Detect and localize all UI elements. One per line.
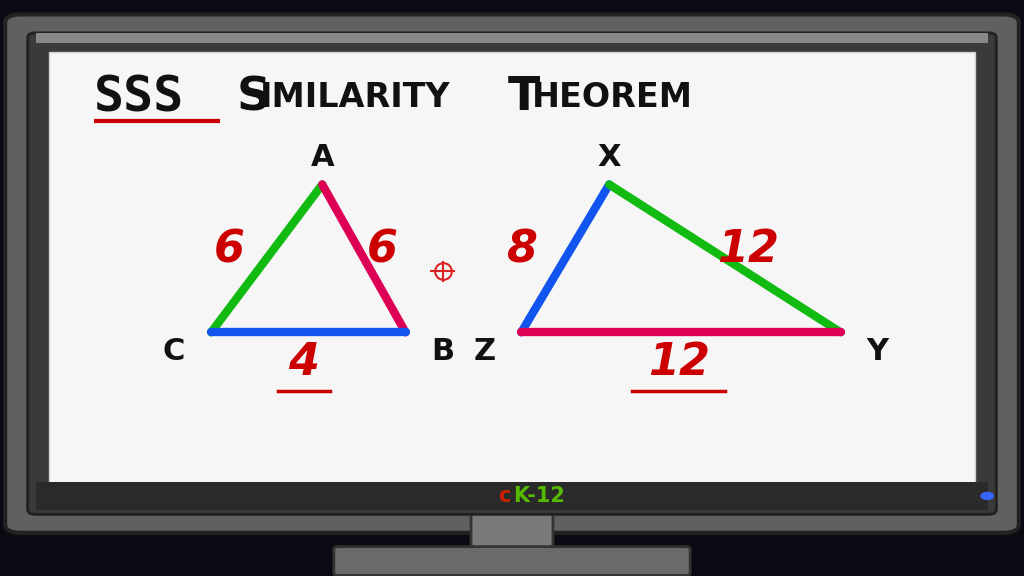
Text: 6: 6 bbox=[367, 228, 398, 271]
Text: SSS: SSS bbox=[93, 74, 184, 122]
Text: 6: 6 bbox=[214, 228, 245, 271]
Text: K-12: K-12 bbox=[513, 486, 565, 506]
Circle shape bbox=[981, 492, 993, 499]
Text: T: T bbox=[507, 75, 540, 120]
Text: 12: 12 bbox=[647, 341, 710, 384]
Text: Z: Z bbox=[473, 337, 496, 366]
Text: 8: 8 bbox=[506, 228, 537, 271]
Text: IMILARITY: IMILARITY bbox=[260, 81, 451, 114]
Text: c: c bbox=[499, 486, 511, 506]
FancyBboxPatch shape bbox=[471, 508, 553, 555]
Text: HEOREM: HEOREM bbox=[532, 81, 693, 114]
Text: Y: Y bbox=[866, 337, 889, 366]
FancyBboxPatch shape bbox=[36, 33, 988, 43]
Text: A: A bbox=[310, 143, 334, 172]
FancyBboxPatch shape bbox=[334, 547, 690, 575]
FancyBboxPatch shape bbox=[5, 14, 1019, 533]
Text: X: X bbox=[597, 143, 621, 172]
Text: C: C bbox=[163, 337, 185, 366]
FancyBboxPatch shape bbox=[28, 33, 996, 514]
Text: 12: 12 bbox=[717, 228, 779, 271]
Text: 4: 4 bbox=[288, 341, 319, 384]
Text: S: S bbox=[237, 75, 270, 120]
Text: B: B bbox=[431, 337, 455, 366]
FancyBboxPatch shape bbox=[36, 482, 988, 510]
FancyBboxPatch shape bbox=[49, 52, 975, 487]
